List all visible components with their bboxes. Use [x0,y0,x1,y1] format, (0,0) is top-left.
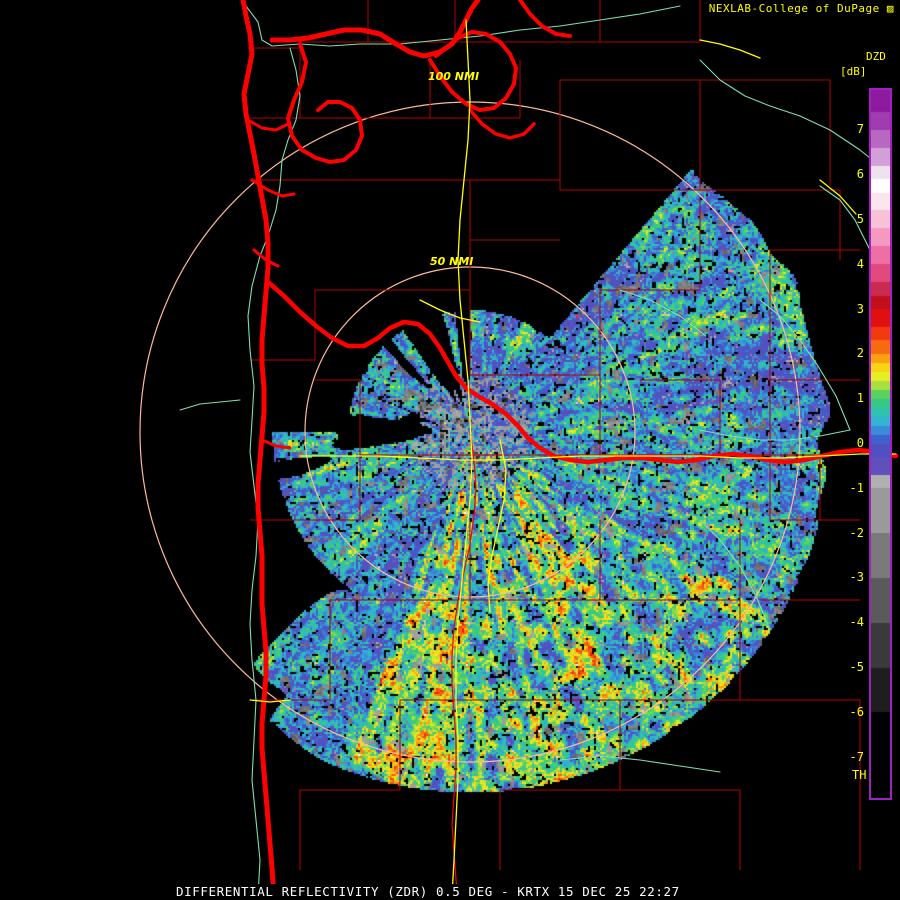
colorbar-tick-13: -6 [849,704,864,719]
range-ring-label-100nmi: 100 NMI [428,70,480,83]
county-boundary-19 [329,519,471,601]
river-line-8 [699,429,851,441]
county-boundary-26 [299,699,401,791]
county-boundary-3 [599,0,701,43]
coastline-inlet [286,42,364,164]
colorbar-tick-1: 6 [856,167,864,182]
county-boundary-8 [699,79,831,186]
colorbar[interactable] [869,88,892,800]
county-boundary-22 [599,519,741,601]
river-line-2 [699,59,881,167]
colorbar-tick-4: 3 [856,301,864,316]
county-boundary-15 [249,454,471,521]
highway-4 [699,39,761,59]
columbia-river [265,279,899,465]
colorbar-tick-11: -4 [849,615,864,630]
river-line-4 [759,299,851,431]
branding-logo-icon: ▨ [886,2,894,15]
colorbar-tick-7: 0 [856,436,864,450]
highway-2 [487,439,507,613]
colorbar-tick-14: -7 [849,749,864,764]
county-boundary-23 [619,599,741,701]
coastline-ne-1 [518,0,572,38]
county-boundary-2 [454,0,601,43]
highway-1 [299,453,897,461]
coastline-puget-detail [468,108,536,140]
river-line-5 [699,519,771,631]
colorbar-footer-label: TH [852,768,867,782]
colorbar-tick-3: 4 [856,256,864,271]
county-boundary-7 [559,79,701,191]
colorbar-gradient [871,90,890,798]
colorbar-tick-10: -3 [849,570,864,585]
county-boundary-13 [599,199,701,291]
county-boundary-32 [249,179,471,241]
colorbar-tick-0: 7 [856,122,864,137]
county-boundary-24 [499,699,621,791]
county-boundary-21 [469,519,601,601]
colorbar-tick-12: -5 [849,660,864,675]
county-boundary-30 [619,789,741,871]
highway-0 [451,19,473,897]
county-boundary-6 [429,59,521,119]
county-boundary-27 [739,699,861,791]
river-line-1 [247,47,301,897]
colorbar-tick-2: 5 [856,211,864,226]
product-status-text: DIFFERENTIAL REFLECTIVITY (ZDR) 0.5 DEG … [176,884,680,899]
colorbar-tick-9: -2 [849,525,864,540]
highway-3 [419,299,481,323]
coastline-detail-1 [246,118,290,132]
county-boundary-36 [769,379,861,521]
county-boundary-9 [699,189,841,261]
coastline-north-1 [269,0,481,59]
highway-6 [249,699,291,703]
river-line-9 [619,289,707,337]
coastline-detail-2 [250,178,296,198]
colorbar-tick-5: 2 [856,346,864,361]
colorbar-tick-6: 1 [856,391,864,406]
colorbar-units-label: [dB] [840,65,867,78]
nexlab-branding: NEXLAB-College of DuPage ▨ [709,2,894,15]
county-boundary-17 [599,379,721,456]
county-boundary-11 [249,289,316,361]
county-boundary-12 [469,289,601,376]
branding-text: NEXLAB-College of DuPage [708,2,880,15]
river-line-6 [559,755,721,773]
willamette-river [451,431,477,897]
river-line-7 [179,399,241,411]
coastline-detail-3 [252,248,280,268]
range-ring-label-50nmi: 50 NMI [430,255,474,268]
county-boundary-0 [299,0,369,49]
county-boundary-16 [314,379,361,456]
highway-5 [819,179,857,215]
coastline-pacific [240,0,277,899]
status-bar: DIFFERENTIAL REFLECTIVITY (ZDR) 0.5 DEG … [0,884,900,900]
coastline-puget-sound [428,30,518,112]
colorbar-frame [869,88,892,800]
colorbar-tick-8: -1 [849,480,864,495]
county-boundary-10 [314,239,561,291]
coastline-detail-4 [260,438,292,450]
colorbar-parameter-label: DZD [866,50,886,63]
county-boundary-20 [249,599,331,701]
